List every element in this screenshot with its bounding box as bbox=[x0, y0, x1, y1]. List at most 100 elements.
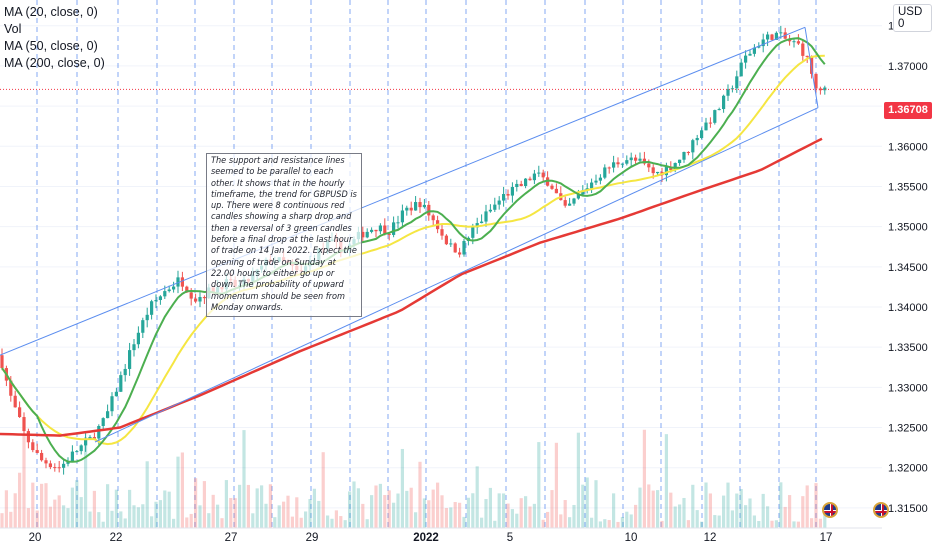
volume-bar bbox=[638, 487, 642, 528]
volume-bar bbox=[405, 490, 409, 528]
candle-body bbox=[686, 152, 690, 154]
candle-body bbox=[31, 442, 35, 451]
volume-bar bbox=[493, 520, 497, 528]
candle-body bbox=[365, 231, 369, 238]
candle-body bbox=[515, 183, 519, 188]
candle-body bbox=[361, 231, 365, 238]
volume-bar bbox=[770, 520, 774, 528]
candle-body bbox=[770, 34, 774, 40]
candle-body bbox=[801, 43, 805, 56]
y-tick-label: 1.31500 bbox=[888, 503, 928, 515]
candle-body bbox=[581, 190, 585, 195]
candle-body bbox=[414, 202, 418, 211]
volume-bar bbox=[656, 490, 660, 528]
y-tick-label: 1.34000 bbox=[888, 302, 928, 314]
volume-bar bbox=[462, 516, 466, 528]
candle-body bbox=[145, 314, 149, 321]
candle-body bbox=[519, 183, 523, 186]
candle-body bbox=[735, 76, 739, 89]
legend-vol[interactable]: Vol bbox=[4, 22, 22, 36]
candle-body bbox=[774, 32, 778, 40]
y-tick-label: 1.34500 bbox=[888, 262, 928, 274]
candle-body bbox=[480, 221, 484, 224]
session-break-lines bbox=[36, 0, 817, 528]
candle-body bbox=[757, 46, 761, 48]
candle-body bbox=[53, 467, 57, 469]
legend-ma20[interactable]: MA (20, close, 0) bbox=[4, 5, 98, 19]
volume-bar bbox=[783, 506, 787, 528]
legend-ma200[interactable]: MA (200, close, 0) bbox=[4, 56, 105, 70]
volume-bar bbox=[739, 489, 743, 528]
volume-bar bbox=[752, 515, 756, 528]
candle-body bbox=[554, 188, 558, 194]
candle-body bbox=[572, 198, 576, 204]
currency-button[interactable]: USD 0 bbox=[893, 4, 932, 32]
volume-bar bbox=[510, 509, 514, 528]
volume-bar bbox=[361, 503, 365, 528]
candle-body bbox=[713, 110, 717, 123]
volume-bar bbox=[603, 519, 607, 528]
volume-bar bbox=[471, 493, 475, 528]
volume-bar bbox=[290, 516, 294, 528]
volume-bar bbox=[312, 488, 316, 528]
volume-bar bbox=[202, 481, 206, 528]
candle-body bbox=[475, 223, 479, 228]
volume-bar bbox=[708, 493, 712, 528]
candle-body bbox=[497, 200, 501, 205]
volume-bar bbox=[84, 437, 88, 528]
volume-bar bbox=[220, 518, 224, 528]
volume-bar bbox=[744, 505, 748, 528]
candle-body bbox=[462, 241, 466, 255]
volume-bar bbox=[651, 490, 655, 528]
volume-bar bbox=[664, 434, 668, 528]
volume-bar bbox=[211, 494, 215, 528]
volume-bar bbox=[735, 493, 739, 528]
x-tick-label: 20 bbox=[29, 532, 42, 544]
candle-body bbox=[493, 204, 497, 210]
candle-body bbox=[471, 227, 475, 238]
volume-bar bbox=[814, 483, 818, 528]
candle-body bbox=[0, 355, 4, 369]
uk-flag-icon[interactable] bbox=[873, 502, 889, 518]
candle-body bbox=[603, 167, 607, 178]
volume-bar bbox=[295, 497, 299, 528]
uk-flag-icon[interactable] bbox=[822, 502, 838, 518]
volume-bar bbox=[233, 498, 237, 528]
candle-body bbox=[528, 178, 532, 181]
x-tick-label: 17 bbox=[820, 532, 833, 544]
x-tick-label: 5 bbox=[507, 532, 513, 544]
volume-bar bbox=[35, 510, 39, 528]
candle-body bbox=[132, 344, 136, 351]
volume-bar bbox=[422, 498, 426, 528]
volume-bar bbox=[0, 513, 4, 528]
legend-ma50[interactable]: MA (50, close, 0) bbox=[4, 39, 98, 53]
volume-bar bbox=[189, 513, 193, 528]
volume-bar bbox=[484, 499, 488, 528]
candle-body bbox=[739, 62, 743, 77]
candle-body bbox=[620, 163, 624, 165]
volume-bar bbox=[678, 504, 682, 528]
volume-bar bbox=[132, 505, 136, 528]
candle-body bbox=[488, 209, 492, 212]
volume-bar bbox=[691, 484, 695, 528]
candle-body bbox=[136, 332, 140, 345]
y-tick-label: 1.32500 bbox=[888, 423, 928, 435]
volume-bar bbox=[216, 504, 220, 528]
candle-body bbox=[106, 411, 110, 419]
volume-bar bbox=[805, 485, 809, 528]
volume-bar bbox=[365, 519, 369, 528]
annotation-note[interactable]: The support and resistance lines seemed … bbox=[206, 153, 362, 317]
volume-bar bbox=[788, 495, 792, 528]
chart-grid bbox=[0, 25, 882, 509]
candle-body bbox=[796, 41, 800, 44]
volume-bar bbox=[370, 495, 374, 528]
candle-body bbox=[598, 177, 602, 181]
candle-body bbox=[202, 297, 206, 299]
volume-bar bbox=[568, 517, 572, 528]
candle-body bbox=[449, 243, 453, 245]
volume-bar bbox=[378, 483, 382, 528]
candle-body bbox=[383, 225, 387, 234]
volume-bar bbox=[726, 482, 730, 528]
volume-bar bbox=[730, 510, 734, 528]
